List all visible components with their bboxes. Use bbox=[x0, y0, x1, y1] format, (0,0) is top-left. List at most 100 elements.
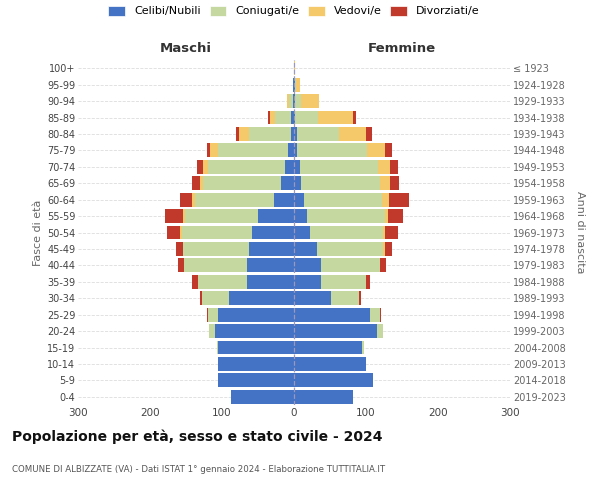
Bar bbox=[211, 144, 218, 158]
Bar bbox=[250, 127, 291, 141]
Bar bbox=[200, 291, 202, 305]
Bar bbox=[165, 209, 183, 223]
Legend: Celibi/Nubili, Coniugati/e, Vedovi/e, Divorziati/e: Celibi/Nubili, Coniugati/e, Vedovi/e, Di… bbox=[109, 6, 479, 16]
Bar bbox=[291, 110, 294, 124]
Bar bbox=[207, 308, 208, 322]
Bar bbox=[247, 275, 294, 289]
Bar bbox=[294, 242, 317, 256]
Bar bbox=[294, 357, 366, 371]
Bar bbox=[389, 192, 409, 206]
Bar bbox=[247, 258, 294, 272]
Bar bbox=[287, 94, 289, 108]
Bar bbox=[230, 390, 294, 404]
Bar bbox=[289, 94, 293, 108]
Bar bbox=[380, 176, 391, 190]
Bar bbox=[180, 226, 182, 239]
Bar bbox=[300, 160, 377, 174]
Bar bbox=[229, 291, 294, 305]
Bar bbox=[167, 226, 180, 239]
Bar bbox=[310, 226, 383, 239]
Bar bbox=[322, 275, 366, 289]
Bar bbox=[293, 94, 294, 108]
Bar bbox=[239, 127, 250, 141]
Bar bbox=[178, 258, 184, 272]
Bar bbox=[183, 242, 250, 256]
Bar bbox=[380, 258, 386, 272]
Text: COMUNE DI ALBIZZATE (VA) - Dati ISTAT 1° gennaio 2024 - Elaborazione TUTTITALIA.: COMUNE DI ALBIZZATE (VA) - Dati ISTAT 1°… bbox=[12, 465, 385, 474]
Bar bbox=[218, 144, 288, 158]
Bar bbox=[209, 324, 215, 338]
Bar bbox=[294, 94, 295, 108]
Bar bbox=[294, 258, 322, 272]
Bar bbox=[294, 340, 362, 354]
Bar bbox=[377, 324, 383, 338]
Bar bbox=[236, 127, 239, 141]
Bar bbox=[258, 209, 294, 223]
Bar bbox=[388, 209, 403, 223]
Bar bbox=[274, 192, 294, 206]
Bar bbox=[295, 94, 301, 108]
Text: Popolazione per età, sesso e stato civile - 2024: Popolazione per età, sesso e stato civil… bbox=[12, 430, 383, 444]
Bar bbox=[294, 308, 370, 322]
Bar bbox=[366, 127, 372, 141]
Bar bbox=[377, 160, 391, 174]
Bar bbox=[208, 308, 218, 322]
Bar bbox=[319, 110, 353, 124]
Bar bbox=[218, 308, 294, 322]
Bar bbox=[193, 176, 200, 190]
Bar bbox=[208, 160, 286, 174]
Bar bbox=[294, 374, 373, 388]
Bar bbox=[294, 127, 297, 141]
Bar bbox=[383, 242, 385, 256]
Bar bbox=[185, 209, 258, 223]
Bar bbox=[294, 78, 295, 92]
Bar bbox=[215, 324, 294, 338]
Bar bbox=[383, 226, 385, 239]
Bar bbox=[281, 176, 294, 190]
Bar bbox=[307, 209, 385, 223]
Bar bbox=[359, 291, 361, 305]
Bar bbox=[203, 176, 281, 190]
Bar bbox=[362, 340, 364, 354]
Bar bbox=[294, 226, 310, 239]
Bar bbox=[294, 61, 295, 75]
Bar bbox=[202, 291, 229, 305]
Bar bbox=[193, 192, 194, 206]
Bar bbox=[286, 160, 294, 174]
Bar bbox=[176, 242, 183, 256]
Text: Femmine: Femmine bbox=[368, 42, 436, 55]
Bar bbox=[294, 144, 297, 158]
Bar bbox=[207, 144, 211, 158]
Bar bbox=[294, 275, 322, 289]
Text: Maschi: Maschi bbox=[160, 42, 212, 55]
Bar bbox=[288, 144, 294, 158]
Bar bbox=[385, 226, 398, 239]
Bar bbox=[217, 340, 218, 354]
Bar bbox=[295, 78, 296, 92]
Bar bbox=[297, 144, 367, 158]
Bar bbox=[322, 258, 380, 272]
Y-axis label: Anni di nascita: Anni di nascita bbox=[575, 191, 585, 274]
Bar bbox=[218, 357, 294, 371]
Bar bbox=[269, 110, 275, 124]
Bar bbox=[218, 374, 294, 388]
Bar bbox=[252, 226, 294, 239]
Bar bbox=[184, 258, 247, 272]
Bar bbox=[198, 275, 247, 289]
Bar bbox=[182, 226, 252, 239]
Bar bbox=[380, 308, 381, 322]
Bar bbox=[294, 324, 377, 338]
Bar bbox=[294, 291, 331, 305]
Bar bbox=[218, 340, 294, 354]
Bar bbox=[275, 110, 291, 124]
Bar bbox=[366, 275, 370, 289]
Bar bbox=[338, 127, 366, 141]
Bar bbox=[301, 94, 319, 108]
Bar bbox=[179, 192, 193, 206]
Bar bbox=[294, 160, 300, 174]
Bar bbox=[382, 192, 389, 206]
Bar bbox=[293, 78, 294, 92]
Bar bbox=[197, 160, 203, 174]
Bar bbox=[297, 127, 338, 141]
Bar bbox=[296, 78, 300, 92]
